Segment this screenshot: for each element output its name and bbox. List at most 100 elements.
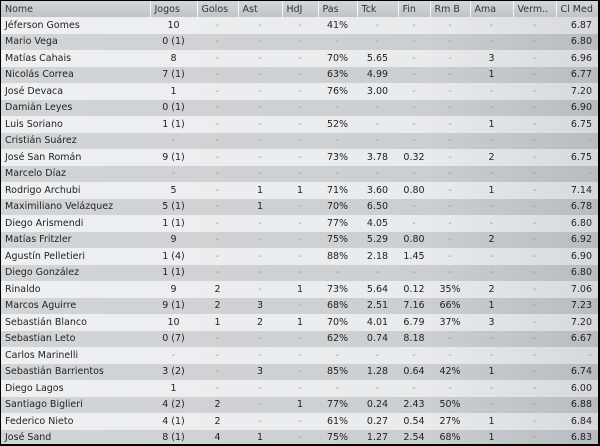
stat-cell: - <box>282 248 318 265</box>
stat-cell: - <box>470 33 513 50</box>
stat-cell: 73% <box>318 149 357 166</box>
stat-cell: - <box>513 116 556 133</box>
table-row[interactable]: Rodrigo Archubi 5-1 1 71% 3.60 0.80-1-7.14 <box>1 182 598 199</box>
stat-cell: 2 <box>197 413 238 430</box>
table-row[interactable]: Marcelo Díaz - - - - - - - - - - - <box>1 165 598 182</box>
table-row[interactable]: Federico Nieto 4 (1) 2- -61% 0.27 0.54 27% 1-6.… <box>1 413 598 430</box>
stat-cell: - <box>470 99 513 116</box>
stat-cell: 10 <box>150 17 197 34</box>
table-row[interactable]: Nicolás Correa 7 (1) - - -63% 4.99- -1-6.77 <box>1 66 598 83</box>
stat-cell: 1 <box>470 116 513 133</box>
stat-cell: - <box>357 132 398 149</box>
table-row[interactable]: Matías Fritzler 9- - -75% 5.29 0.80-2-6.92 <box>1 231 598 248</box>
stat-cell: 70% <box>318 198 357 215</box>
stat-cell: - <box>513 182 556 199</box>
table-row[interactable]: Carlos Marinelli - - - - - - - - - - - <box>1 347 598 364</box>
player-name-cell: Sebastián Barrientos <box>1 363 150 380</box>
stat-cell: - <box>282 116 318 133</box>
column-header-golos[interactable]: Golos <box>197 1 239 17</box>
table-row[interactable]: Rinaldo 9 2-1 73% 5.64 0.12 35% 2-7.06 <box>1 281 598 298</box>
table-row[interactable]: Diego Lagos 1- - - - - - - - -6.00 <box>1 380 598 397</box>
stat-cell: - <box>430 99 470 116</box>
table-row[interactable]: Damián Leyes 0 (1) - - - - - - - - -6.90 <box>1 99 598 116</box>
stat-cell: 6.92 <box>556 231 598 248</box>
player-name-cell: Rinaldo <box>1 281 150 298</box>
column-header-verm[interactable]: Verm.. <box>513 1 557 17</box>
column-header-ama[interactable]: Ama <box>470 1 514 17</box>
column-header-rm-b[interactable]: Rm B <box>430 1 471 17</box>
player-name-cell: Marcos Aguirre <box>1 297 150 314</box>
table-row[interactable]: Sebastian Leto 0 (7) - - -62% 0.74 8.18- - -6.67 <box>1 330 598 347</box>
player-name-cell: Santiago Biglieri <box>1 396 150 413</box>
stat-cell: - <box>282 215 318 232</box>
stat-cell: 2.51 <box>357 297 398 314</box>
stat-cell: 3 (2) <box>150 363 197 380</box>
table-row[interactable]: Sebastián Blanco 10 1 2 1 70% 4.01 6.79 37% 3-7.2… <box>1 314 598 331</box>
table-row[interactable]: Cristián Suárez - - - - - - - - - - - <box>1 132 598 149</box>
stat-cell: - <box>470 132 513 149</box>
table-row[interactable]: José San Román 9 (1) - - -73% 3.78 0.32-2-6.75 <box>1 149 598 166</box>
stat-cell: 1 <box>470 182 513 199</box>
stat-cell: - <box>197 198 238 215</box>
stat-cell: - <box>513 83 556 100</box>
player-name-cell: Diego González <box>1 264 150 281</box>
stat-cell: 1 <box>150 83 197 100</box>
table-row[interactable]: Matías Cahais 8- - -70% 5.65- -3-6.96 <box>1 50 598 67</box>
table-header: Nome Jogos Golos Ast HdJ Pas Tck Fin Rm B Ama Verm… <box>1 1 598 17</box>
player-name-cell: José Devaca <box>1 83 150 100</box>
table-row[interactable]: Maximiliano Velázquez 5 (1) -1-70% 6.50- - - -… <box>1 198 598 215</box>
table-row[interactable]: Agustín Pelletieri 1 (4) - - -88% 2.18 1.45- - -… <box>1 248 598 265</box>
stat-cell: - <box>238 99 282 116</box>
stat-cell: - <box>513 248 556 265</box>
table-row[interactable]: José Devaca 1- - -76% 3.00- - - -7.20 <box>1 83 598 100</box>
stat-cell: 8.18 <box>398 330 430 347</box>
column-header-cl-med[interactable]: Cl Med <box>556 1 598 17</box>
stat-cell: 2 <box>470 231 513 248</box>
stat-cell: - <box>513 215 556 232</box>
table-row[interactable]: Diego González 1 (1) - - - - - - - - -6.80 <box>1 264 598 281</box>
stat-cell: 10 <box>150 314 197 331</box>
stat-cell: - <box>430 33 470 50</box>
table-row[interactable]: Jéferson Gomes 10- - -41% - - - - -6.87 <box>1 17 598 34</box>
stat-cell: 41% <box>318 17 357 34</box>
column-header-ast[interactable]: Ast <box>238 1 283 17</box>
stat-cell: - <box>398 116 430 133</box>
stat-cell: - <box>430 248 470 265</box>
table-row[interactable]: Diego Arismendi 1 (1) - - -77% 4.05- - - -6.80 <box>1 215 598 232</box>
stat-cell: 75% <box>318 231 357 248</box>
stat-cell: - <box>398 17 430 34</box>
column-header-nome[interactable]: Nome <box>1 1 151 17</box>
stat-cell: 77% <box>318 396 357 413</box>
player-name-cell: Mario Vega <box>1 33 150 50</box>
table-row[interactable]: Luis Soriano 1 (1) - - -52% - - -1-6.75 <box>1 116 598 133</box>
stat-cell: 6.88 <box>556 396 598 413</box>
stat-cell: 2.43 <box>398 396 430 413</box>
stat-cell: - <box>318 33 357 50</box>
stat-cell: - <box>238 347 282 364</box>
table-row[interactable]: Sebastián Barrientos 3 (2) -3-85% 1.28 0.64 4… <box>1 363 598 380</box>
player-name-cell: Agustín Pelletieri <box>1 248 150 265</box>
stat-cell: 70% <box>318 314 357 331</box>
stat-cell: - <box>197 149 238 166</box>
stat-cell: - <box>556 132 598 149</box>
stat-cell: - <box>430 132 470 149</box>
stat-cell: 8 <box>150 50 197 67</box>
column-header-jogos[interactable]: Jogos <box>150 1 198 17</box>
stat-cell: - <box>513 231 556 248</box>
table-row[interactable]: Santiago Biglieri 4 (2) 2-1 77% 0.24 2.43 50% -… <box>1 396 598 413</box>
column-header-hdj[interactable]: HdJ <box>282 1 319 17</box>
column-header-pas[interactable]: Pas <box>318 1 358 17</box>
player-name-cell: José San Román <box>1 149 150 166</box>
table-row[interactable]: José Sand 8 (1) 4 1-75% 1.27 2.54 68% 1-6.83 <box>1 429 598 444</box>
table-row[interactable]: Marcos Aguirre 9 (1) 2 3-68% 2.51 7.16 66% 1-7.… <box>1 297 598 314</box>
stat-cell: - <box>513 264 556 281</box>
stat-cell: - <box>513 66 556 83</box>
column-header-fin[interactable]: Fin <box>398 1 431 17</box>
stat-cell: 1 <box>197 314 238 331</box>
stat-cell: 6.50 <box>357 198 398 215</box>
table-row[interactable]: Mario Vega 0 (1) - - - - - - - - -6.80 <box>1 33 598 50</box>
player-name-cell: Sebastian Leto <box>1 330 150 347</box>
stat-cell: 0 (7) <box>150 330 197 347</box>
stat-cell: - <box>318 380 357 397</box>
column-header-tck[interactable]: Tck <box>357 1 399 17</box>
